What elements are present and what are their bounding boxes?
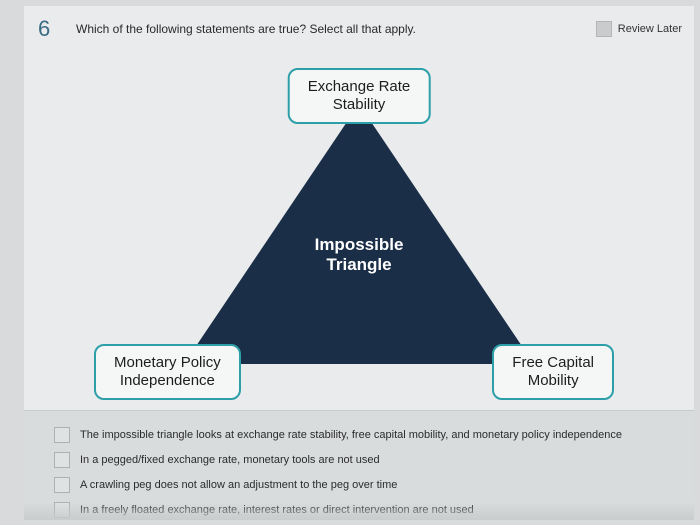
answer-options: The impossible triangle looks at exchang… [24, 410, 694, 525]
option-checkbox[interactable] [54, 477, 70, 493]
impossible-triangle-diagram: Impossible Triangle Exchange Rate Stabil… [24, 50, 694, 410]
option-text: A crawling peg does not allow an adjustm… [80, 479, 397, 491]
option-row[interactable]: The impossible triangle looks at exchang… [54, 427, 674, 443]
option-text: In a freely floated exchange rate, inter… [80, 504, 474, 516]
option-checkbox[interactable] [54, 427, 70, 443]
option-row[interactable]: In a pegged/fixed exchange rate, monetar… [54, 452, 674, 468]
option-row[interactable]: A crawling peg does not allow an adjustm… [54, 477, 674, 493]
option-checkbox[interactable] [54, 502, 70, 518]
vertex-top: Exchange Rate Stability [288, 68, 431, 124]
triangle-shape [184, 104, 534, 364]
question-header: 6 Which of the following statements are … [24, 6, 694, 50]
vertex-right-line1: Free Capital [512, 354, 594, 371]
vertex-left-line2: Independence [120, 372, 215, 389]
vertex-top-line2: Stability [333, 96, 386, 113]
option-row[interactable]: In a freely floated exchange rate, inter… [54, 502, 674, 518]
option-text: In a pegged/fixed exchange rate, monetar… [80, 454, 380, 466]
vertex-right: Free Capital Mobility [492, 344, 614, 400]
review-later[interactable]: Review Later [596, 21, 682, 37]
vertex-left-line1: Monetary Policy [114, 354, 221, 371]
question-number: 6 [38, 16, 60, 42]
vertex-top-line1: Exchange Rate [308, 78, 411, 95]
option-checkbox[interactable] [54, 452, 70, 468]
triangle-label-line1: Impossible [315, 235, 404, 254]
review-later-checkbox[interactable] [596, 21, 612, 37]
question-text: Which of the following statements are tr… [76, 22, 580, 36]
review-later-label: Review Later [618, 23, 682, 35]
option-text: The impossible triangle looks at exchang… [80, 429, 622, 441]
triangle-label-line2: Triangle [326, 255, 391, 274]
triangle-label: Impossible Triangle [279, 235, 439, 274]
question-panel: 6 Which of the following statements are … [24, 6, 694, 520]
vertex-left: Monetary Policy Independence [94, 344, 241, 400]
vertex-right-line2: Mobility [528, 372, 579, 389]
